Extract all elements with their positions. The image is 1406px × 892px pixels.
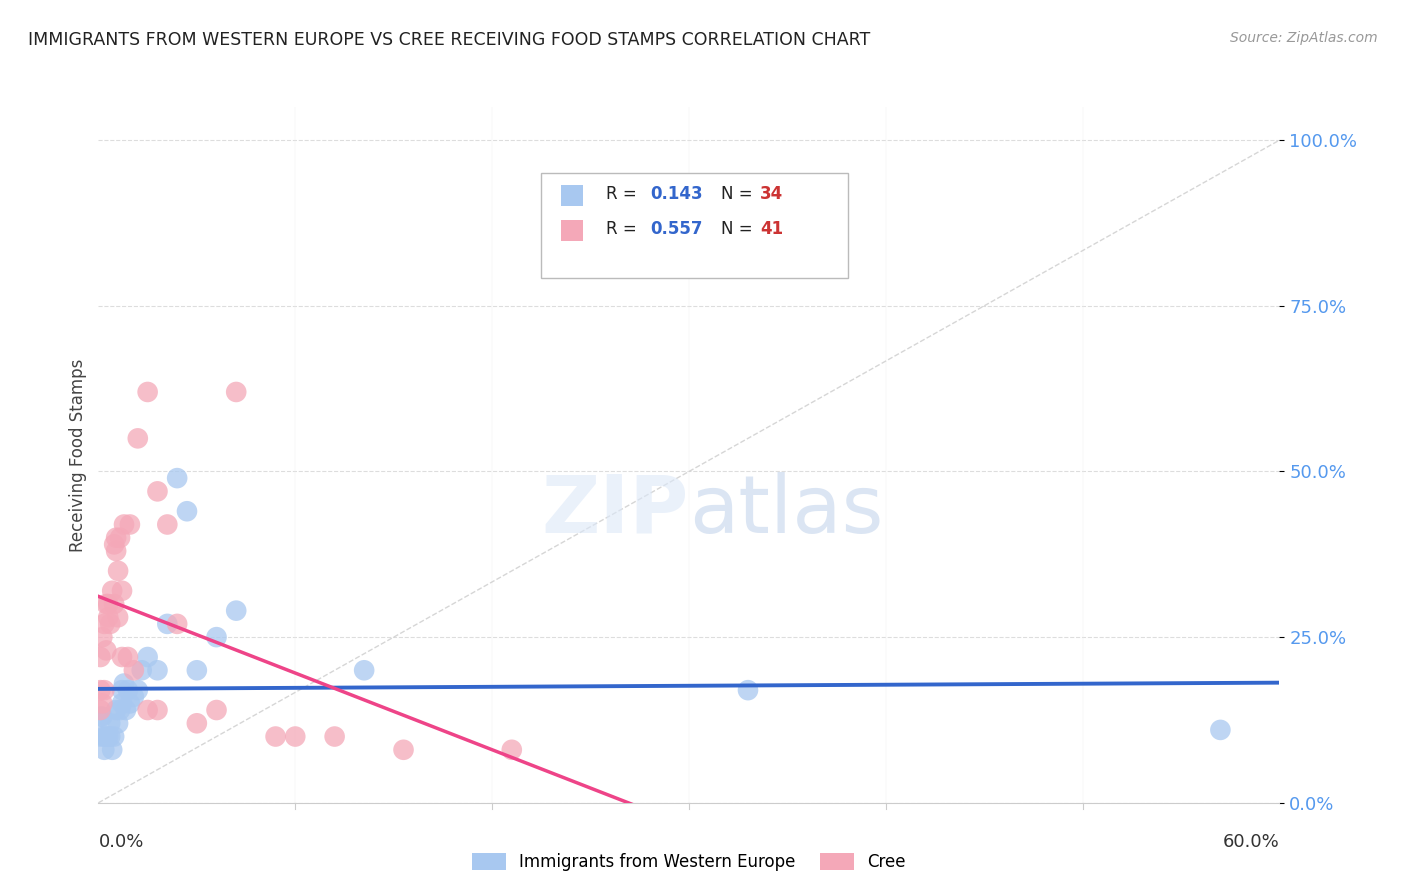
- Point: [156, 616, 179, 631]
- Point: [111, 583, 134, 598]
- Legend: Immigrants from Western Europe, Cree: Immigrants from Western Europe, Cree: [465, 847, 912, 878]
- Point: [112, 676, 135, 690]
- Point: [107, 610, 129, 624]
- Point: [146, 484, 169, 499]
- Point: [98, 730, 121, 744]
- Point: [353, 663, 375, 677]
- Text: N =: N =: [721, 219, 758, 238]
- Y-axis label: Receiving Food Stamps: Receiving Food Stamps: [69, 359, 87, 551]
- Point: [186, 716, 208, 731]
- Point: [166, 616, 188, 631]
- Point: [284, 730, 307, 744]
- Point: [96, 643, 118, 657]
- Point: [392, 743, 415, 757]
- Point: [108, 703, 131, 717]
- Point: [93, 683, 115, 698]
- Point: [93, 743, 115, 757]
- Text: IMMIGRANTS FROM WESTERN EUROPE VS CREE RECEIVING FOOD STAMPS CORRELATION CHART: IMMIGRANTS FROM WESTERN EUROPE VS CREE R…: [28, 31, 870, 49]
- Text: 0.557: 0.557: [650, 219, 703, 238]
- Point: [98, 716, 121, 731]
- Point: [1209, 723, 1232, 737]
- Point: [146, 663, 169, 677]
- Point: [112, 517, 135, 532]
- Point: [89, 703, 111, 717]
- Point: [97, 597, 120, 611]
- Point: [91, 709, 114, 723]
- Point: [146, 703, 169, 717]
- Point: [264, 730, 287, 744]
- Point: [166, 471, 188, 485]
- Point: [117, 650, 139, 665]
- Point: [96, 597, 118, 611]
- Point: [98, 616, 121, 631]
- Point: [108, 531, 131, 545]
- Text: 34: 34: [759, 185, 783, 203]
- Point: [115, 703, 138, 717]
- Text: R =: R =: [606, 219, 643, 238]
- Point: [225, 384, 247, 399]
- FancyBboxPatch shape: [561, 219, 582, 241]
- Point: [131, 663, 153, 677]
- Point: [93, 730, 115, 744]
- FancyBboxPatch shape: [561, 185, 582, 206]
- Point: [107, 716, 129, 731]
- Point: [122, 690, 145, 704]
- Point: [97, 730, 120, 744]
- Point: [105, 544, 128, 558]
- Point: [89, 683, 111, 698]
- Point: [103, 597, 125, 611]
- Point: [89, 650, 111, 665]
- Point: [105, 703, 128, 717]
- Point: [91, 630, 114, 644]
- Point: [737, 683, 759, 698]
- Point: [127, 683, 149, 698]
- Point: [323, 730, 346, 744]
- Point: [101, 743, 124, 757]
- Point: [176, 504, 198, 518]
- FancyBboxPatch shape: [541, 173, 848, 277]
- Text: atlas: atlas: [689, 472, 883, 549]
- Point: [111, 697, 134, 711]
- Point: [118, 697, 141, 711]
- Point: [225, 604, 247, 618]
- Point: [205, 630, 228, 644]
- Text: 41: 41: [759, 219, 783, 238]
- Point: [107, 564, 129, 578]
- Point: [101, 583, 124, 598]
- Point: [96, 730, 118, 744]
- Point: [103, 730, 125, 744]
- Point: [89, 709, 111, 723]
- Point: [136, 650, 159, 665]
- Point: [97, 610, 120, 624]
- Text: ZIP: ZIP: [541, 472, 689, 549]
- Point: [91, 697, 114, 711]
- Point: [136, 384, 159, 399]
- Point: [122, 663, 145, 677]
- Point: [127, 431, 149, 445]
- Point: [117, 683, 139, 698]
- Point: [156, 517, 179, 532]
- Point: [103, 537, 125, 551]
- Point: [89, 730, 111, 744]
- Point: [205, 703, 228, 717]
- Point: [501, 743, 523, 757]
- Point: [111, 650, 134, 665]
- Point: [111, 683, 134, 698]
- Text: 60.0%: 60.0%: [1223, 832, 1279, 851]
- Text: 0.143: 0.143: [650, 185, 703, 203]
- Text: N =: N =: [721, 185, 758, 203]
- Point: [118, 517, 141, 532]
- Point: [93, 616, 115, 631]
- Point: [105, 531, 128, 545]
- Text: 0.0%: 0.0%: [98, 832, 143, 851]
- Text: R =: R =: [606, 185, 643, 203]
- Point: [186, 663, 208, 677]
- Text: Source: ZipAtlas.com: Source: ZipAtlas.com: [1230, 31, 1378, 45]
- Point: [136, 703, 159, 717]
